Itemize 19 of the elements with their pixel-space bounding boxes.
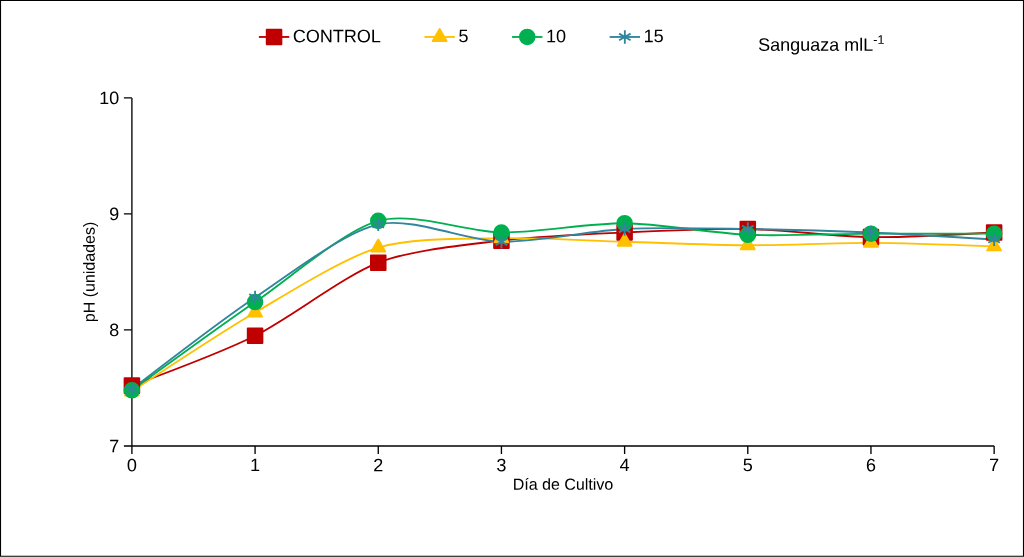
y-tick-label: 8 — [109, 323, 119, 337]
x-tick-label: 5 — [743, 458, 753, 472]
x-tick-label: 2 — [374, 458, 383, 472]
y-tick-label: 9 — [110, 207, 119, 221]
y-tick-label: 10 — [100, 91, 119, 105]
x-tick-label: 1 — [251, 458, 260, 472]
x-tick-label: 6 — [866, 458, 876, 472]
x-tick-label: 0 — [127, 458, 137, 472]
x-tick-label: 4 — [620, 458, 630, 472]
legend-label: 15 — [645, 29, 663, 43]
y-axis-title: pH (unidades) — [83, 222, 99, 322]
x-axis-title: Día de Cultivo — [514, 478, 613, 490]
legend-label: 10 — [547, 29, 566, 43]
y-tick-label: 7 — [110, 439, 119, 453]
x-tick-label: 7 — [990, 458, 999, 472]
legend-title: Sanguaza mlL$^{-1}$ — [758, 35, 884, 55]
legend-label: CONTROL — [293, 29, 381, 43]
x-tick-label: 3 — [497, 458, 506, 472]
legend-label: 5 — [459, 29, 468, 43]
